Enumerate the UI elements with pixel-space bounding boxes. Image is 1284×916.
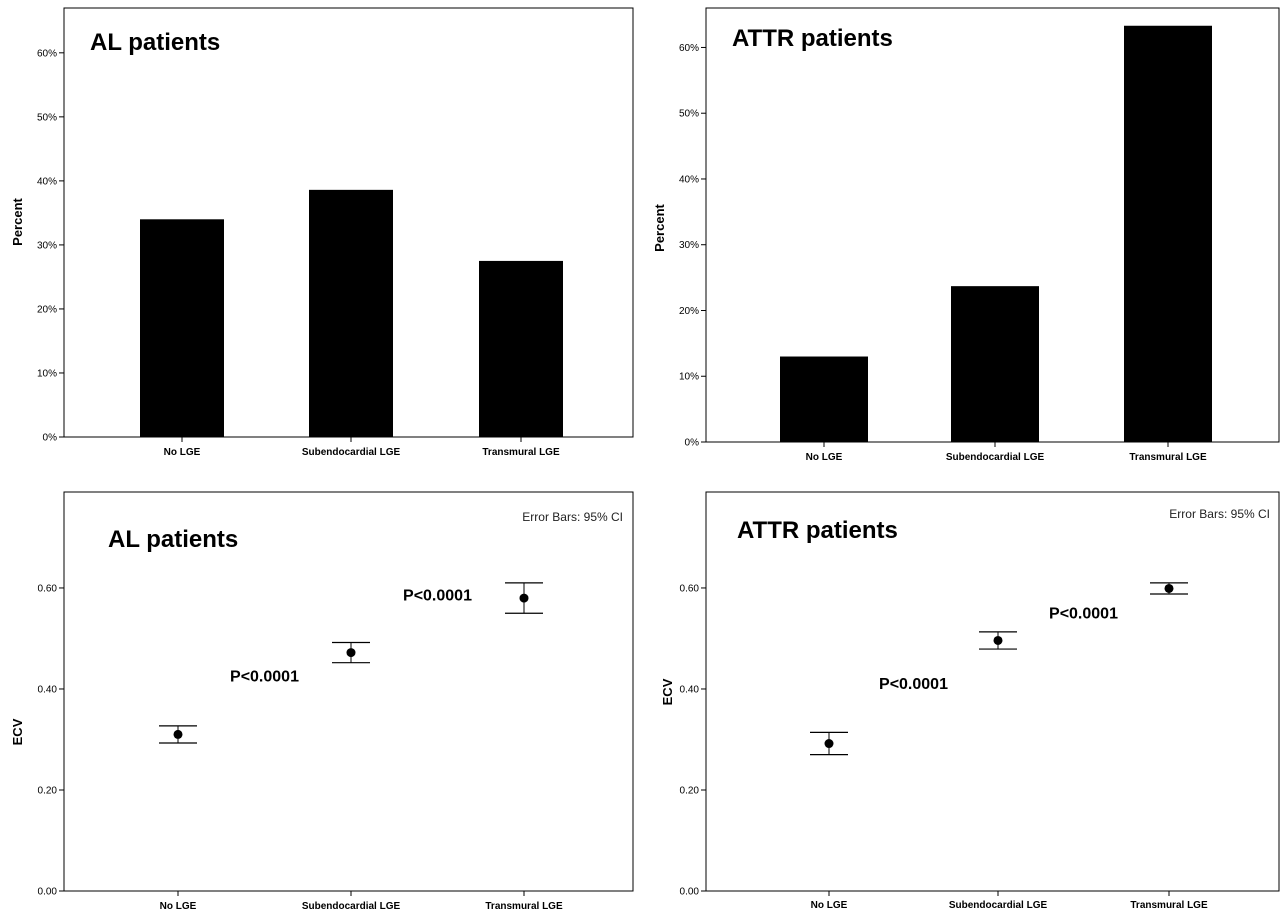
annotations: P<0.0001 P<0.0001: [879, 605, 1118, 693]
annotations: P<0.0001 P<0.0001: [230, 588, 472, 686]
y-tick-label: 10%: [679, 372, 699, 383]
panel-title: ATTR patients: [732, 25, 893, 52]
y-tick-label: 40%: [37, 176, 57, 187]
y-tick-label: 0%: [685, 438, 700, 449]
y-axis-label: Percent: [10, 197, 25, 245]
x-category-label: Subendocardial LGE: [949, 900, 1048, 911]
y-ticks: 0% 10% 20% 30% 40% 50% 60%: [679, 43, 706, 449]
x-category-label: Subendocardial LGE: [302, 447, 401, 458]
panel-attr-bar: ATTR patients Percent 0% 10% 20% 30% 40% 50% 6…: [652, 7, 1280, 463]
y-tick-label: 40%: [679, 174, 699, 185]
p-value-annotation: P<0.0001: [879, 676, 948, 693]
panel-al-bar: AL patients Percent 0% 10% 20% 30% 40% 50% 60%…: [10, 7, 634, 458]
y-tick-label: 0.20: [38, 785, 58, 796]
y-tick-label: 60%: [679, 43, 699, 54]
y-tick-label: 50%: [37, 112, 57, 123]
x-category-label: Subendocardial LGE: [302, 901, 401, 911]
x-category-labels: No LGE Subendocardial LGE Transmural LGE: [811, 891, 1208, 911]
y-tick-label: 0.60: [680, 583, 700, 594]
bar: [780, 356, 868, 442]
x-category-label: Transmural LGE: [1129, 452, 1207, 463]
y-ticks: 0.00 0.20 0.40 0.60: [680, 583, 706, 898]
y-tick-label: 50%: [679, 109, 699, 120]
y-tick-label: 20%: [679, 306, 699, 317]
x-category-label: No LGE: [164, 447, 201, 458]
panel-title: AL patients: [108, 526, 238, 553]
bar: [140, 219, 224, 437]
y-tick-label: 60%: [37, 48, 57, 59]
points: [810, 582, 1188, 756]
bars: [140, 189, 563, 437]
y-tick-label: 0%: [43, 433, 58, 444]
x-category-labels: No LGE Subendocardial LGE Transmural LGE: [806, 442, 1207, 463]
y-tick-label: 0.20: [680, 785, 700, 796]
y-tick-label: 0.00: [38, 887, 58, 898]
y-tick-label: 30%: [37, 240, 57, 251]
error-bars-note: Error Bars: 95% CI: [1169, 507, 1270, 521]
x-category-label: No LGE: [811, 900, 848, 911]
p-value-annotation: P<0.0001: [230, 668, 299, 685]
y-tick-label: 0.40: [38, 684, 58, 695]
x-category-label: Transmural LGE: [482, 447, 560, 458]
y-axis-label: ECV: [660, 678, 675, 705]
y-tick-label: 30%: [679, 240, 699, 251]
panel-title: ATTR patients: [737, 517, 898, 544]
x-category-label: Transmural LGE: [1130, 900, 1208, 911]
x-category-labels: No LGE Subendocardial LGE Transmural LGE: [164, 437, 560, 458]
x-category-label: Subendocardial LGE: [946, 452, 1045, 463]
y-tick-label: 20%: [37, 304, 57, 315]
x-category-label: No LGE: [806, 452, 843, 463]
bar: [951, 286, 1039, 442]
bar: [309, 189, 393, 437]
mean-point: [824, 739, 834, 749]
y-tick-label: 0.00: [680, 887, 700, 898]
panel-title: AL patients: [90, 29, 220, 56]
panel-attr-ecv: ATTR patients Error Bars: 95% CI ECV 0.0…: [660, 491, 1280, 911]
y-axis-label: ECV: [10, 718, 25, 745]
mean-point: [173, 729, 183, 739]
y-axis-label: Percent: [652, 203, 667, 251]
y-ticks: 0% 10% 20% 30% 40% 50% 60%: [37, 48, 64, 444]
error-bars-note: Error Bars: 95% CI: [522, 510, 623, 524]
y-tick-label: 0.40: [680, 684, 700, 695]
mean-point: [1164, 583, 1174, 593]
bar: [1124, 25, 1212, 442]
panel-al-ecv: AL patients Error Bars: 95% CI ECV 0.000…: [10, 491, 634, 912]
mean-point: [993, 635, 1003, 645]
mean-point: [519, 593, 529, 603]
bar: [479, 260, 563, 437]
y-ticks: 0.00 0.20 0.40 0.60: [38, 583, 64, 898]
y-tick-label: 0.60: [38, 583, 58, 594]
plot-frame: [63, 491, 634, 892]
p-value-annotation: P<0.0001: [403, 588, 472, 605]
bars: [780, 25, 1212, 442]
plot-frame: [705, 491, 1280, 892]
x-category-label: No LGE: [160, 901, 197, 911]
y-tick-label: 10%: [37, 368, 57, 379]
p-value-annotation: P<0.0001: [1049, 605, 1118, 622]
x-category-labels: No LGE Subendocardial LGE Transmural LGE: [160, 891, 563, 912]
points: [159, 582, 543, 744]
mean-point: [346, 648, 356, 658]
x-category-label: Transmural LGE: [485, 901, 563, 911]
